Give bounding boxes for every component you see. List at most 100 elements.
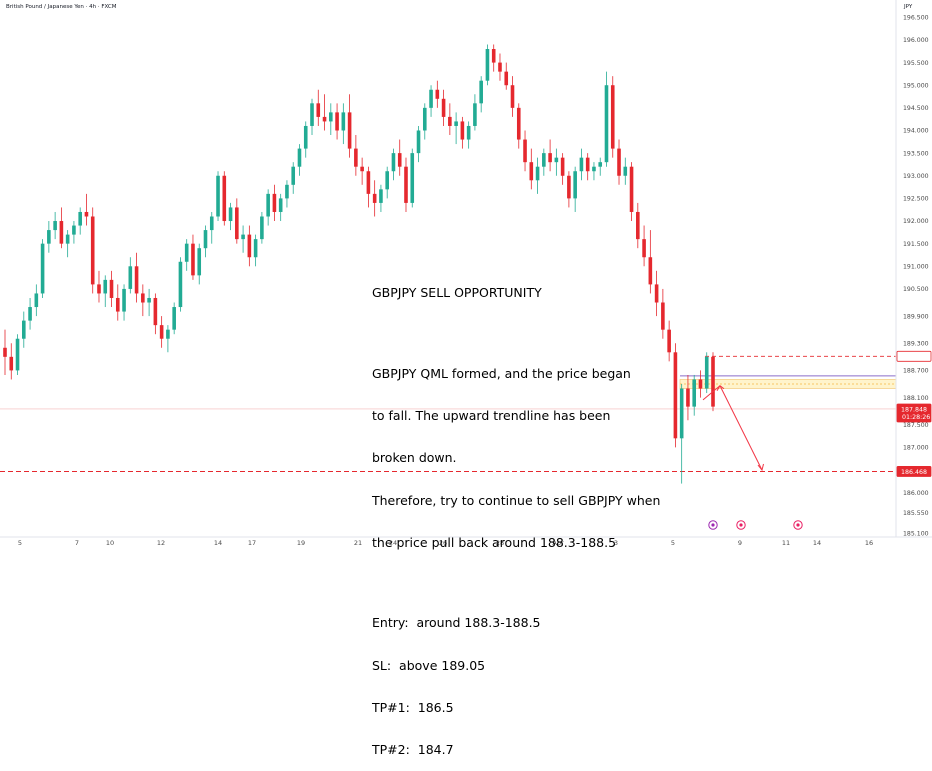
price-tick-label: 196.500 bbox=[903, 15, 929, 22]
target-icon bbox=[793, 520, 803, 530]
time-tick-label: 24 bbox=[389, 539, 397, 547]
candle-body bbox=[573, 171, 577, 199]
time-tick-label: 5 bbox=[18, 539, 22, 547]
annotation-line: GBPJPY QML formed, and the price began bbox=[372, 365, 631, 381]
candle-body bbox=[629, 166, 634, 212]
candle-body bbox=[278, 198, 283, 212]
candle-body bbox=[460, 121, 465, 140]
candle-body bbox=[617, 148, 621, 176]
price-tag-box bbox=[896, 350, 932, 362]
time-tick-label: 12 bbox=[157, 539, 165, 547]
symbol-title[interactable]: British Pound / Japanese Yen · 4h · FXCM bbox=[6, 4, 117, 10]
price-tick-label: 192.500 bbox=[903, 196, 929, 203]
time-tick-label: 11 bbox=[782, 539, 790, 547]
candle-body bbox=[347, 112, 352, 149]
candle-body bbox=[610, 85, 615, 149]
candle-body bbox=[466, 125, 471, 140]
candle-body bbox=[585, 157, 590, 172]
candle-body bbox=[335, 112, 339, 131]
candle-body bbox=[260, 216, 264, 240]
candle-body bbox=[667, 329, 671, 353]
candle-body bbox=[184, 243, 189, 262]
candle-body bbox=[454, 121, 458, 126]
candle-body bbox=[416, 130, 421, 154]
price-tick-label: 189.900 bbox=[903, 313, 929, 320]
candle-body bbox=[291, 166, 296, 185]
candle-body bbox=[648, 257, 653, 285]
candlestick-chart: 196.500 196.000 195.500 195.000 194.500 194.0… bbox=[0, 0, 932, 547]
candle-body bbox=[542, 153, 546, 167]
candle-body bbox=[178, 261, 183, 308]
candle-body bbox=[385, 171, 389, 190]
candle-body bbox=[78, 211, 82, 226]
price-tag-box bbox=[896, 403, 932, 423]
entry-line: Entry: around 188.3-188.5 bbox=[372, 615, 541, 631]
candle-body bbox=[40, 243, 45, 294]
lightning-icon bbox=[708, 520, 718, 530]
chart-drawings bbox=[702, 384, 764, 472]
time-tick-label: Apr bbox=[552, 539, 564, 547]
candle-body bbox=[115, 297, 120, 312]
candle-body bbox=[510, 85, 515, 108]
candle-body bbox=[153, 297, 158, 326]
candle-body bbox=[498, 62, 502, 72]
price-tick-label: 190.500 bbox=[903, 286, 929, 293]
price-tick-label: 187.000 bbox=[903, 445, 929, 452]
candle-body bbox=[441, 98, 446, 117]
price-tick-label: 194.500 bbox=[903, 105, 929, 112]
candle-body bbox=[422, 107, 427, 131]
candle-body bbox=[97, 284, 101, 294]
time-tick-label: 26 bbox=[439, 539, 447, 547]
time-tick-label: 19 bbox=[297, 539, 305, 547]
candle-body bbox=[366, 171, 371, 194]
candle-body bbox=[686, 388, 690, 407]
candle-body bbox=[579, 157, 584, 172]
candle-body bbox=[84, 211, 89, 217]
time-tick-label: 28 bbox=[496, 539, 504, 547]
candle-body bbox=[15, 338, 20, 371]
time-tick-label: 16 bbox=[865, 539, 873, 547]
projection-arrow-start bbox=[702, 385, 721, 401]
candle-body bbox=[636, 211, 640, 240]
time-tick-label: 14 bbox=[214, 539, 222, 547]
candle-body bbox=[554, 157, 559, 163]
candle-body bbox=[504, 71, 509, 86]
candle-body bbox=[692, 379, 697, 407]
candle-body bbox=[228, 207, 233, 222]
candle-body bbox=[354, 148, 358, 167]
candle-body bbox=[360, 166, 364, 172]
candle-body bbox=[592, 166, 596, 172]
price-tick-label: 191.000 bbox=[903, 263, 929, 270]
projection-arrowhead-start bbox=[716, 384, 725, 391]
candle-body bbox=[404, 166, 408, 203]
candle-body bbox=[235, 207, 239, 240]
currency-label[interactable]: JPY bbox=[904, 4, 913, 10]
candle-body bbox=[516, 107, 521, 140]
candle-body bbox=[159, 325, 164, 339]
candle-body bbox=[209, 216, 214, 231]
candle-body bbox=[72, 225, 76, 235]
candle-body bbox=[379, 189, 383, 203]
candle-body bbox=[9, 356, 14, 371]
candle-body bbox=[59, 221, 64, 244]
price-tick-label: 195.500 bbox=[903, 60, 929, 67]
take-profit-2-line: TP#2: 184.7 bbox=[372, 742, 454, 758]
candle-body bbox=[109, 279, 114, 298]
price-tick-label: 186.000 bbox=[903, 490, 929, 497]
candle-body bbox=[598, 162, 603, 167]
candle-body bbox=[679, 388, 684, 439]
trade-annotation[interactable]: GBPJPY SELL OPPORTUNITY GBPJPY QML forme… bbox=[372, 258, 660, 771]
candle-body bbox=[28, 307, 32, 321]
candle-body bbox=[297, 148, 302, 167]
event-icon-dot bbox=[796, 523, 800, 527]
candle-body bbox=[698, 379, 703, 389]
candle-body bbox=[90, 216, 95, 285]
candle-body bbox=[203, 230, 208, 249]
candle-body bbox=[604, 85, 609, 163]
candle-body bbox=[473, 103, 477, 126]
annotation-line: Therefore, try to continue to sell GBPJP… bbox=[372, 492, 661, 508]
candle-body bbox=[397, 153, 402, 167]
candle-body bbox=[642, 239, 646, 258]
candle-body bbox=[3, 347, 7, 357]
